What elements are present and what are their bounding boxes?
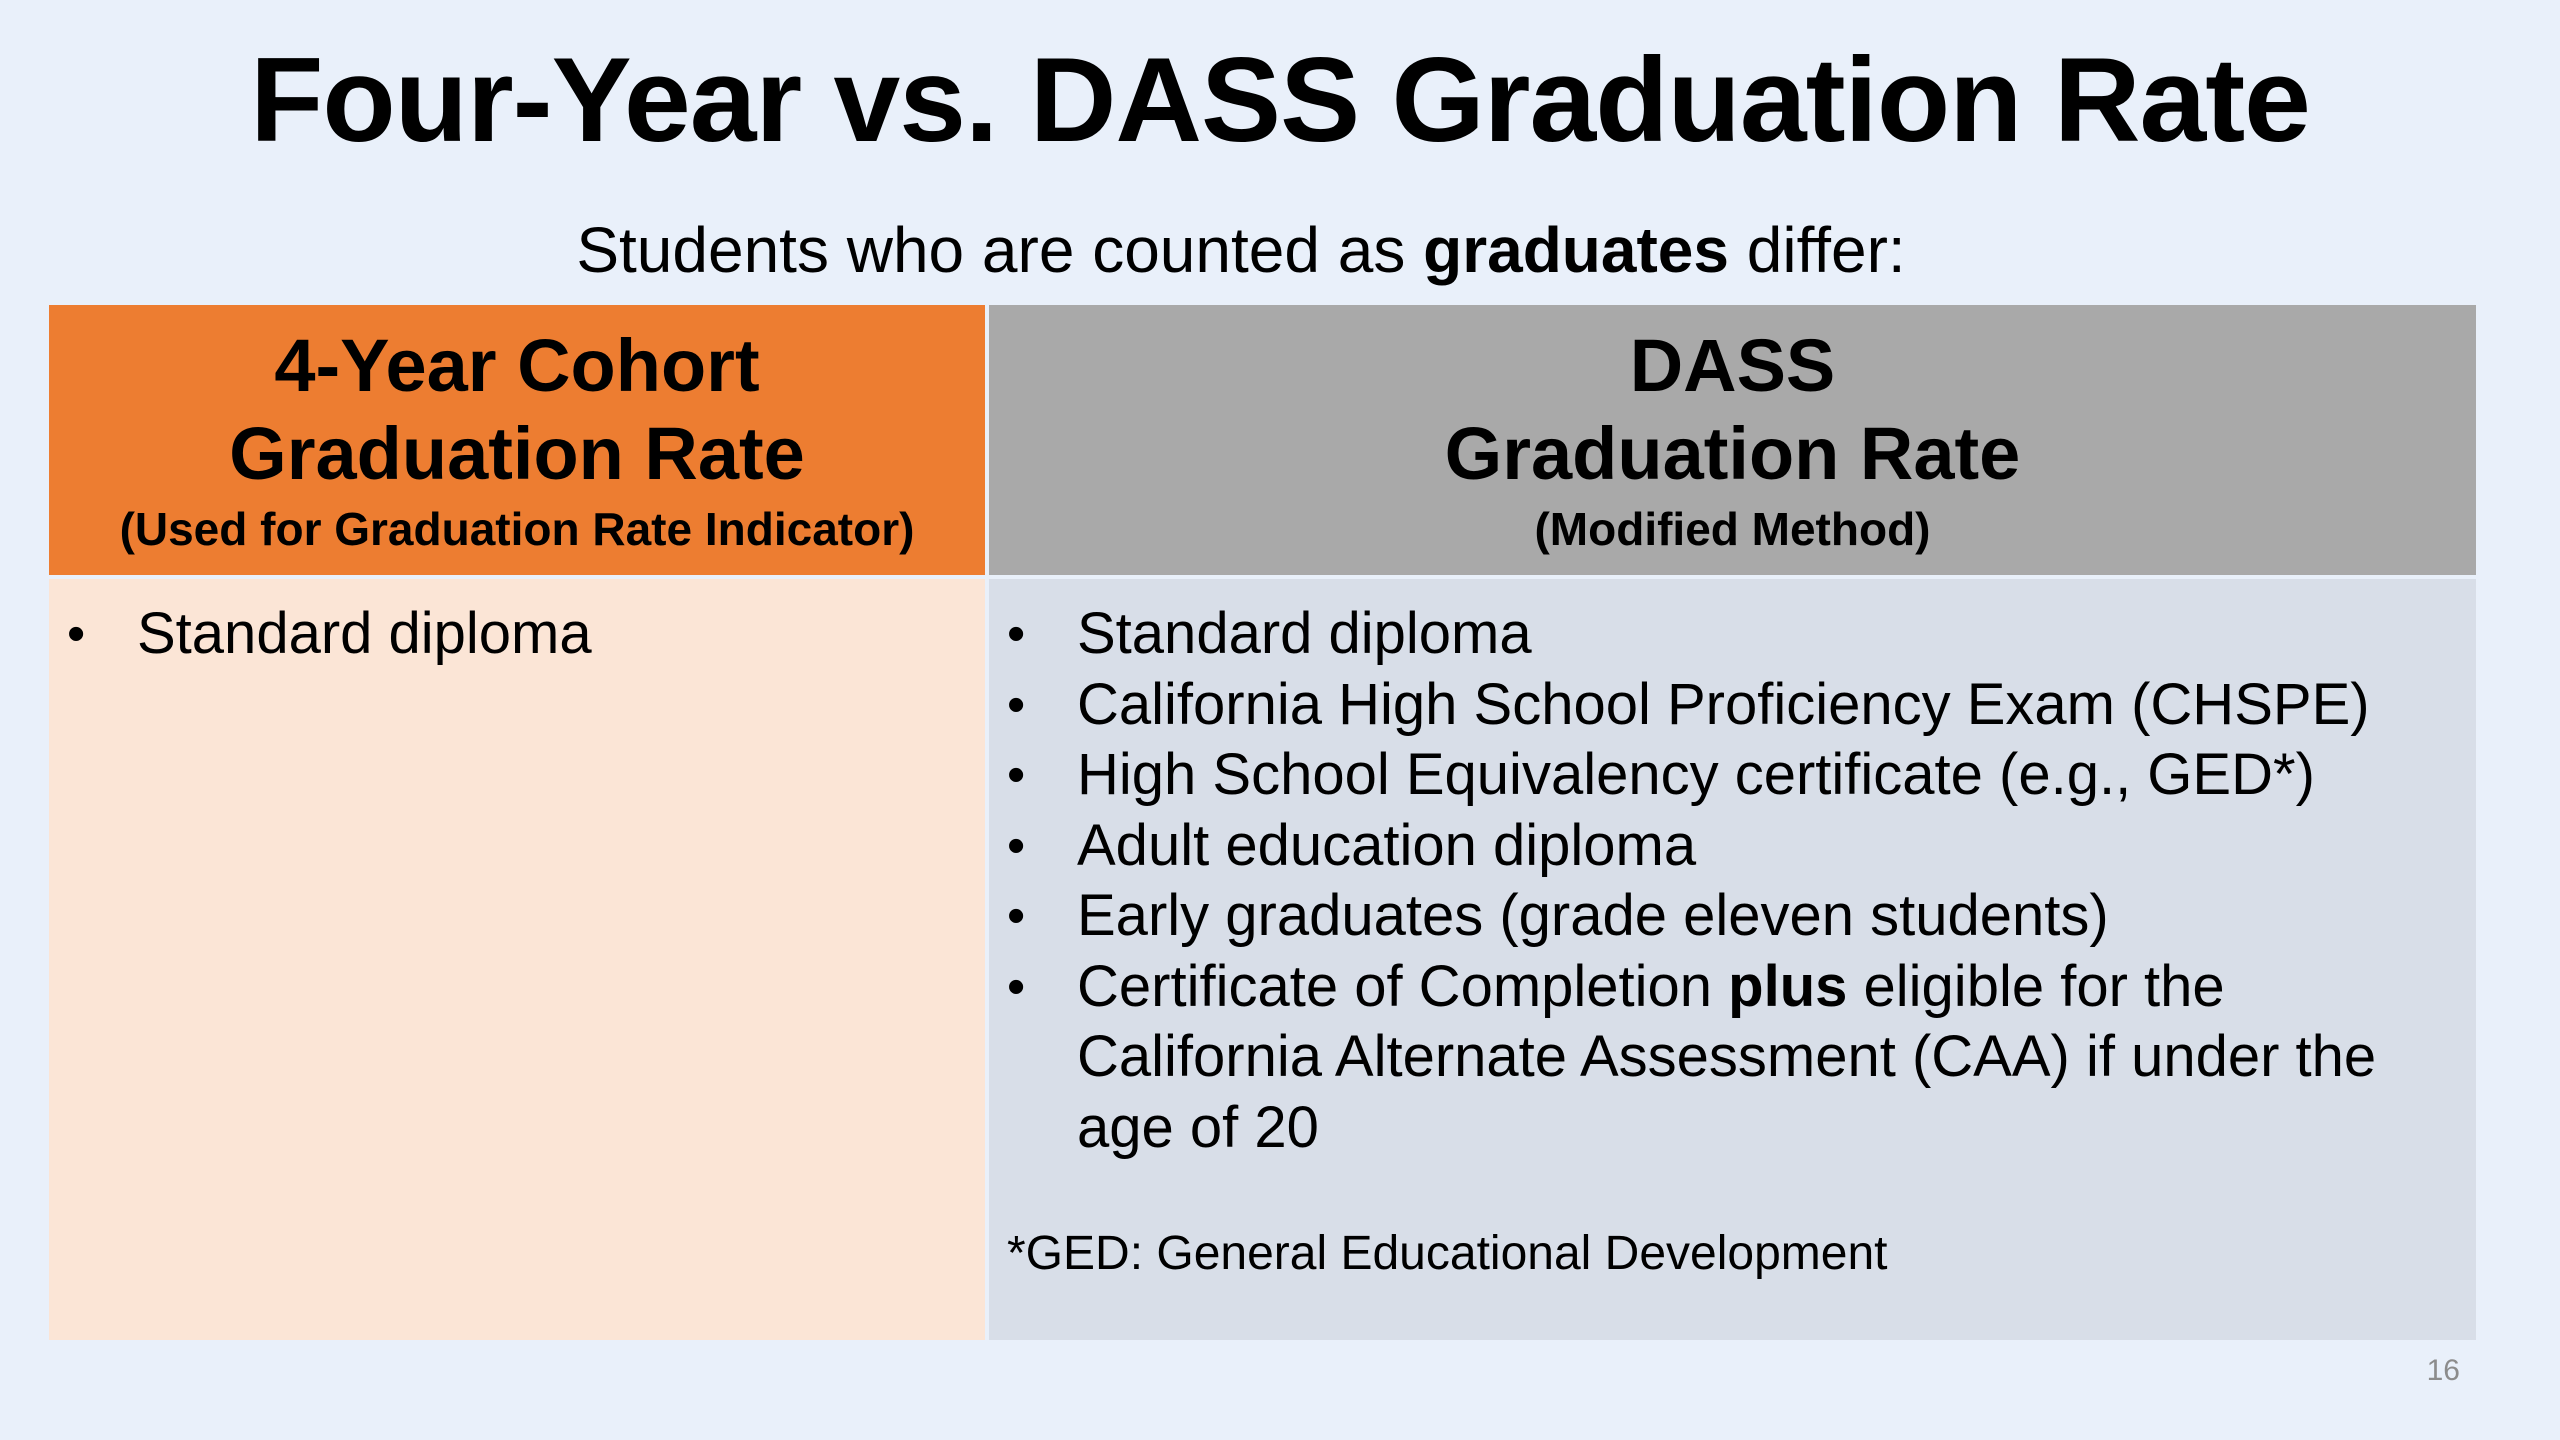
- page-number: 16: [2426, 1354, 2460, 1387]
- subtitle-bold-word: graduates: [1423, 214, 1729, 286]
- list-item-text: Certificate of Completion: [1077, 953, 1729, 1019]
- list-item: • California High School Proficiency Exam…: [1007, 670, 2476, 741]
- list-item-text: eligible for the: [1847, 953, 2225, 1019]
- bullet-icon: •: [67, 605, 86, 663]
- bullet-icon: •: [1007, 605, 1026, 663]
- list-item-text: California High School Proficiency Exam …: [1077, 671, 2370, 737]
- four-year-header-line2: Graduation Rate: [229, 412, 805, 495]
- comparison-table: 4-Year Cohort Graduation Rate (Used for …: [49, 305, 2476, 1340]
- list-item-text: Adult education diploma: [1077, 812, 1697, 878]
- bullet-icon: •: [1007, 675, 1026, 734]
- list-item: • Standard diploma: [1007, 599, 2476, 670]
- slide-subtitle: Students who are counted as graduates di…: [0, 210, 2482, 290]
- ged-footnote: *GED: General Educational Development: [1007, 1227, 1888, 1280]
- list-item-text: California Alternate Assessment (CAA) if…: [1077, 1024, 2377, 1089]
- list-item: • Early graduates (grade eleven students): [1007, 881, 2476, 952]
- dass-header-note: (Modified Method): [1534, 503, 1931, 555]
- list-item-text: Early graduates (grade eleven students): [1077, 883, 2109, 948]
- bullet-icon: •: [1007, 887, 1026, 945]
- list-item-text: Standard diploma: [1077, 601, 1532, 666]
- list-item-bold-word: plus: [1728, 953, 1848, 1019]
- four-year-list: • Standard diploma: [67, 599, 985, 670]
- dass-body: • Standard diploma • California High Schoo…: [989, 579, 2476, 1340]
- list-item: • Standard diploma: [67, 599, 985, 670]
- dass-list: • Standard diploma • California High Schoo…: [1007, 599, 2476, 1163]
- list-item-text: Standard diploma: [137, 601, 592, 666]
- bullet-icon: •: [1007, 746, 1026, 804]
- list-item-text: High School Equivalency certificate (e.g…: [1077, 742, 2315, 807]
- list-item-text: age of 20: [1077, 1094, 1319, 1160]
- four-year-body: • Standard diploma: [49, 579, 985, 1340]
- subtitle-text-end: differ:: [1728, 214, 1906, 286]
- dass-header: DASS Graduation Rate (Modified Method): [989, 305, 2476, 575]
- four-year-header: 4-Year Cohort Graduation Rate (Used for …: [49, 305, 985, 575]
- list-item: • Certificate of Completion plus eligible…: [1007, 952, 2476, 1164]
- bullet-icon: •: [1007, 816, 1026, 875]
- subtitle-text-start: Students who are counted as: [576, 214, 1424, 286]
- four-year-header-line1: 4-Year Cohort: [274, 324, 760, 407]
- list-item: • Adult education diploma: [1007, 811, 2476, 882]
- list-item: • High School Equivalency certificate (e.…: [1007, 740, 2476, 811]
- slide-title: Four-Year vs. DASS Graduation Rate: [250, 33, 2311, 167]
- dass-header-line1: DASS: [1629, 324, 1836, 407]
- dass-header-line2: Graduation Rate: [1444, 412, 2021, 495]
- four-year-header-note: (Used for Graduation Rate Indicator): [119, 503, 915, 555]
- bullet-icon: •: [1007, 957, 1026, 1016]
